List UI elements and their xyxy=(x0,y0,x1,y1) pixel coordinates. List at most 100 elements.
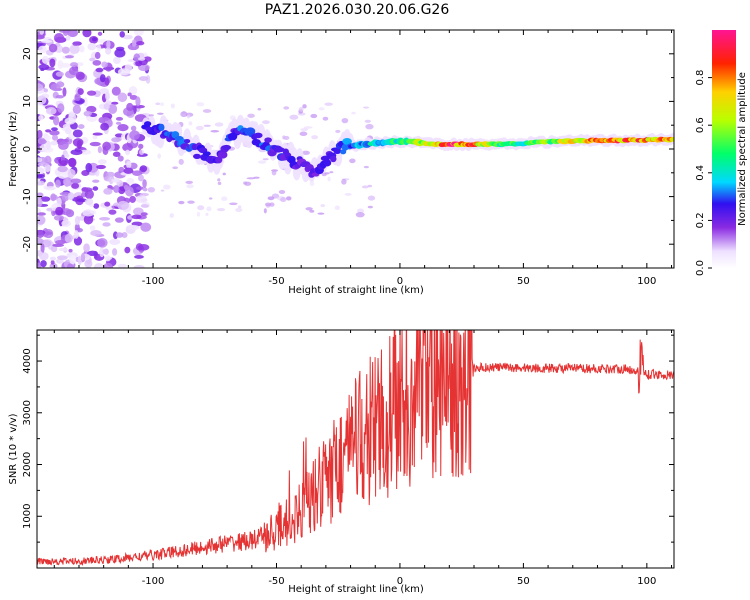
spectral-speckle xyxy=(133,30,144,36)
spectral-speckle xyxy=(367,184,372,188)
colorbar-tick-label: 0.6 xyxy=(695,117,706,133)
spectral-speckle xyxy=(180,111,188,118)
spectral-speckle xyxy=(76,198,88,203)
spectral-speckle xyxy=(70,149,83,156)
spectral-speckle xyxy=(289,114,299,120)
spectral-speckle xyxy=(208,197,213,200)
spectral-speckle xyxy=(117,155,124,162)
spectral-speckle xyxy=(97,31,103,36)
spectral-speckle xyxy=(77,88,84,96)
spectral-speckle xyxy=(40,243,45,254)
spectral-speckle xyxy=(89,57,96,62)
spectral-speckle xyxy=(111,86,121,96)
snr-x-tick-label: 100 xyxy=(637,576,656,587)
ridge-blob xyxy=(158,123,165,132)
spectral-speckle xyxy=(355,211,365,218)
spectral-speckle xyxy=(115,121,122,125)
spectral-speckle xyxy=(99,216,111,221)
spectral-speckle xyxy=(103,262,114,268)
ridge-blob xyxy=(193,153,201,159)
spectral-speckle xyxy=(92,186,99,191)
spectral-speckle xyxy=(102,249,108,254)
spectral-speckle xyxy=(351,111,356,115)
spectral-speckle xyxy=(197,205,205,211)
colorbar-tick-label: 0.8 xyxy=(695,70,706,86)
spectral-speckle xyxy=(125,186,134,197)
spectral-speckle xyxy=(126,102,134,112)
spectral-speckle xyxy=(92,132,103,136)
spectral-speckle xyxy=(269,202,275,207)
spectral-speckle xyxy=(280,197,287,203)
spectrogram-x-tick-label: 0 xyxy=(397,276,403,287)
spectral-speckle xyxy=(72,41,80,46)
spectral-speckle xyxy=(114,48,126,58)
spectral-speckle xyxy=(361,185,369,189)
spectral-speckle xyxy=(322,116,329,121)
spectral-speckle xyxy=(68,66,79,76)
spectral-speckle xyxy=(69,44,80,54)
ridge-blob xyxy=(323,159,332,167)
spectral-speckle xyxy=(57,255,68,260)
spectral-speckle xyxy=(105,256,113,260)
spectral-speckle xyxy=(123,167,134,174)
spectral-speckle xyxy=(210,130,220,133)
spectral-speckle xyxy=(113,231,118,240)
spectral-speckle xyxy=(49,58,56,68)
spectral-speckle xyxy=(310,113,318,119)
spectral-speckle xyxy=(117,92,128,103)
spectral-speckle xyxy=(334,205,340,211)
snr-y-tick-label: 4000 xyxy=(22,348,33,373)
spectral-speckle xyxy=(45,107,57,115)
spectral-speckle xyxy=(133,53,141,62)
spectral-speckle xyxy=(324,102,333,106)
snr-x-tick-label: 0 xyxy=(397,576,403,587)
ridge-blob xyxy=(669,137,674,142)
spectrogram-y-tick-label: 10 xyxy=(22,95,33,108)
spectral-speckle xyxy=(96,44,102,52)
spectral-speckle xyxy=(170,103,175,109)
spectral-speckle xyxy=(367,205,373,209)
spectral-speckle xyxy=(311,135,319,140)
spectral-speckle xyxy=(362,106,370,109)
spectrogram-y-tick-label: 20 xyxy=(22,47,33,60)
spectral-speckle xyxy=(87,42,97,51)
ridge-blob xyxy=(342,137,352,145)
spectral-speckle xyxy=(80,252,86,263)
spectral-speckle xyxy=(102,222,111,227)
spectral-speckle xyxy=(56,81,65,88)
spectral-speckle xyxy=(109,238,121,246)
spectral-speckle xyxy=(125,149,131,156)
spectral-speckle xyxy=(257,107,262,111)
spectral-speckle xyxy=(44,135,51,141)
spectral-speckle xyxy=(64,127,72,135)
spectral-speckle xyxy=(206,206,212,212)
spectral-speckle xyxy=(127,43,140,51)
spectral-speckle xyxy=(157,153,162,159)
spectral-speckle xyxy=(305,207,313,211)
spectral-speckle xyxy=(50,140,58,146)
spectral-speckle xyxy=(61,46,70,54)
spectral-speckle xyxy=(82,30,92,38)
spectral-speckle xyxy=(37,166,45,175)
spectral-speckle xyxy=(72,129,83,138)
spectral-speckle xyxy=(62,87,67,97)
spectral-speckle xyxy=(67,168,76,178)
spectral-speckle xyxy=(113,185,120,193)
colorbar-label: Normalized spectral amplitude xyxy=(737,72,748,226)
spectral-speckle xyxy=(108,103,118,114)
spectral-speckle xyxy=(68,111,75,118)
spectral-speckle xyxy=(101,61,108,68)
spectral-speckle xyxy=(119,31,125,38)
spectral-speckle xyxy=(202,109,212,113)
spectral-speckle xyxy=(79,149,92,155)
spectral-speckle xyxy=(363,165,370,169)
spectral-speckle xyxy=(37,145,40,150)
spectral-speckle xyxy=(105,47,112,55)
spectral-speckle xyxy=(130,125,137,132)
spectral-speckle xyxy=(318,107,325,111)
ridge-blob xyxy=(217,150,228,159)
spectral-speckle xyxy=(108,176,114,185)
spectral-speckle xyxy=(55,179,61,188)
spectral-speckle xyxy=(44,186,56,191)
spectral-speckle xyxy=(38,45,47,54)
